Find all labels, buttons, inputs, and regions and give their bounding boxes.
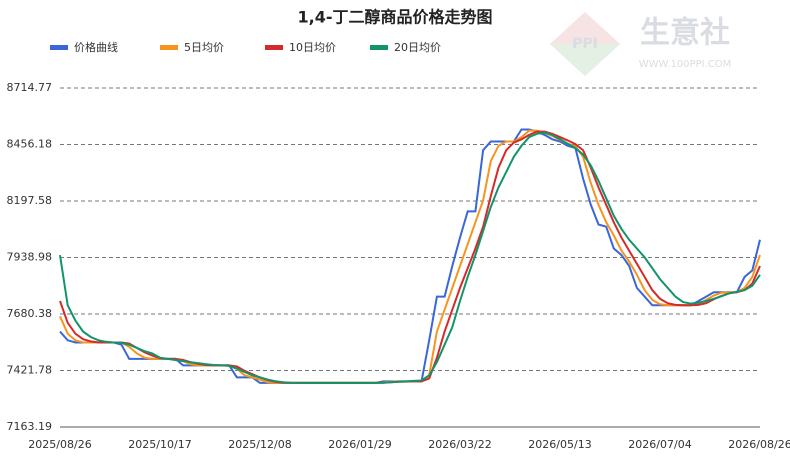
legend-label: 5日均价 — [184, 41, 224, 54]
y-tick-label: 8456.18 — [7, 137, 53, 150]
watermark: 生意社 — [640, 16, 730, 51]
x-tick-label: 2025/10/17 — [128, 438, 191, 451]
x-tick-label: 2026/08/26 — [728, 438, 790, 451]
series-line — [59, 128, 761, 384]
x-tick-label: 2025/12/08 — [228, 438, 291, 451]
series-line — [59, 129, 761, 384]
watermark-logo-text: PPI — [572, 36, 598, 52]
legend-label: 价格曲线 — [74, 40, 118, 54]
y-tick-label: 8714.77 — [7, 81, 53, 94]
x-tick-label: 2026/05/13 — [528, 438, 591, 451]
legend-swatch — [370, 45, 388, 50]
y-tick-label: 8197.58 — [7, 194, 53, 207]
x-tick-label: 2026/01/29 — [328, 438, 391, 451]
legend-swatch — [50, 45, 68, 50]
chart-title: 1,4-丁二醇商品价格走势图 — [298, 8, 493, 27]
legend-swatch — [160, 45, 178, 50]
x-tick-label: 2026/03/22 — [428, 438, 491, 451]
watermark-logo: PPI — [550, 12, 620, 76]
x-tick-label: 2026/07/04 — [628, 438, 691, 451]
legend-swatch — [265, 45, 283, 50]
y-tick-label: 7163.19 — [7, 420, 53, 433]
y-tick-label: 7938.98 — [7, 251, 53, 264]
series-line — [59, 131, 761, 384]
y-tick-label: 7680.38 — [7, 307, 53, 320]
y-tick-label: 7421.78 — [7, 364, 53, 377]
legend-label: 10日均价 — [289, 41, 336, 54]
watermark-url: WWW.100PPI.COM — [639, 59, 731, 70]
x-tick-label: 2025/08/26 — [28, 438, 91, 451]
legend-label: 20日均价 — [394, 41, 441, 54]
